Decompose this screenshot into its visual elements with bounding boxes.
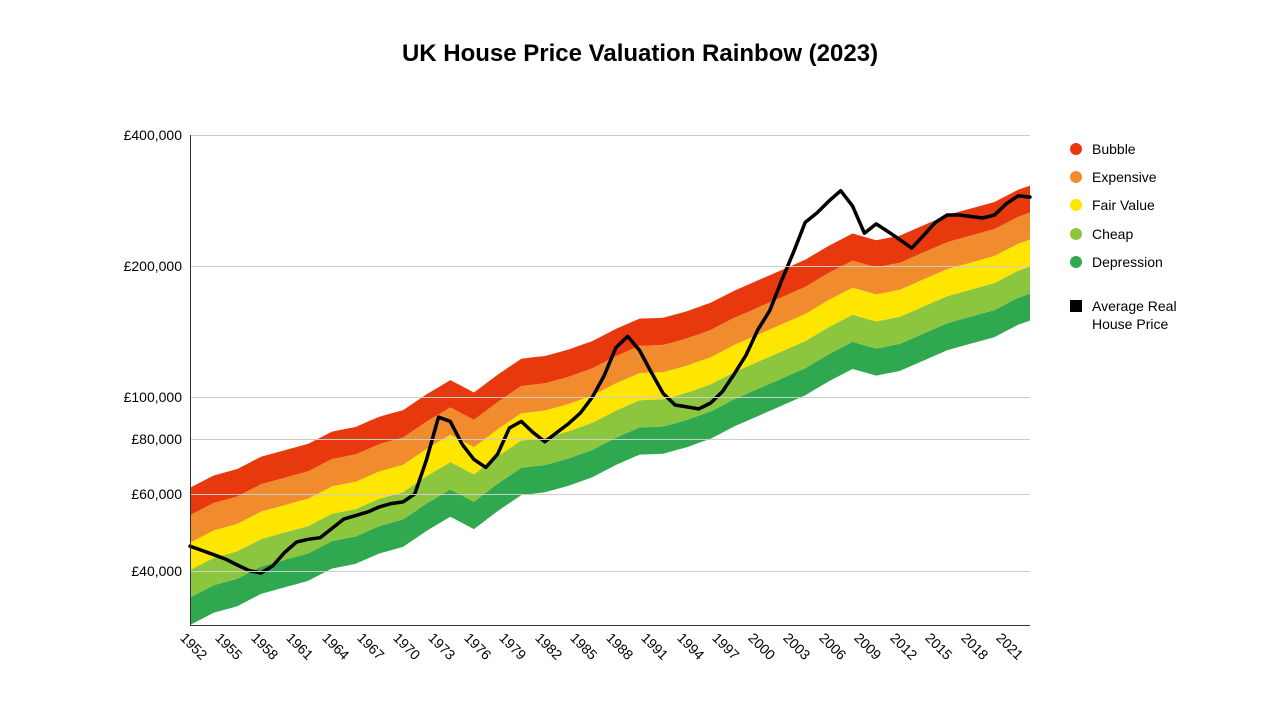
x-tick-label: 1979	[497, 630, 530, 663]
legend-swatch-icon	[1070, 143, 1082, 155]
price-line	[190, 135, 1030, 625]
y-tick-label: £200,000	[124, 258, 182, 274]
x-tick-label: 1976	[461, 630, 494, 663]
x-tick-label: 2021	[994, 630, 1027, 663]
legend-label: Cheap	[1092, 225, 1133, 243]
gridline-y	[190, 571, 1030, 572]
gridline-y	[190, 494, 1030, 495]
x-tick-label: 1958	[248, 630, 281, 663]
gridline-y	[190, 135, 1030, 136]
legend-label: Bubble	[1092, 140, 1136, 158]
y-tick-label: £60,000	[131, 486, 182, 502]
y-axis-line	[190, 135, 191, 625]
x-tick-label: 1988	[603, 630, 636, 663]
plot-area: £40,000£60,000£80,000£100,000£200,000£40…	[190, 135, 1030, 625]
gridline-y	[190, 266, 1030, 267]
legend-swatch-icon	[1070, 228, 1082, 240]
legend-swatch-icon	[1070, 300, 1082, 312]
y-tick-label: £100,000	[124, 389, 182, 405]
x-tick-label: 1970	[390, 630, 423, 663]
legend-label: Average Real House Price	[1092, 297, 1212, 333]
legend-swatch-icon	[1070, 256, 1082, 268]
x-tick-label: 1997	[710, 630, 743, 663]
legend-swatch-icon	[1070, 199, 1082, 211]
legend: Bubble Expensive Fair Value Cheap Depression…	[1070, 140, 1212, 343]
legend-item-expensive: Expensive	[1070, 168, 1212, 186]
legend-spacer	[1070, 281, 1212, 297]
y-tick-label: £40,000	[131, 563, 182, 579]
x-tick-label: 1994	[674, 630, 707, 663]
legend-label: Fair Value	[1092, 196, 1155, 214]
x-tick-label: 1955	[213, 630, 246, 663]
x-tick-label: 1991	[639, 630, 672, 663]
x-tick-label: 2018	[958, 630, 991, 663]
x-tick-label: 2006	[816, 630, 849, 663]
x-tick-label: 1967	[355, 630, 388, 663]
legend-item-bubble: Bubble	[1070, 140, 1212, 158]
x-tick-label: 2009	[852, 630, 885, 663]
x-tick-label: 1961	[284, 630, 317, 663]
x-tick-label: 1982	[532, 630, 565, 663]
x-tick-label: 1973	[426, 630, 459, 663]
x-tick-label: 2015	[923, 630, 956, 663]
legend-item-depression: Depression	[1070, 253, 1212, 271]
x-tick-label: 2012	[887, 630, 920, 663]
legend-item-cheap: Cheap	[1070, 225, 1212, 243]
gridline-y	[190, 439, 1030, 440]
legend-label: Expensive	[1092, 168, 1157, 186]
gridline-y	[190, 397, 1030, 398]
x-tick-label: 1985	[568, 630, 601, 663]
x-tick-label: 2003	[781, 630, 814, 663]
legend-item-fair-value: Fair Value	[1070, 196, 1212, 214]
chart-title: UK House Price Valuation Rainbow (2023)	[0, 40, 1280, 68]
legend-item-price-line: Average Real House Price	[1070, 297, 1212, 333]
x-tick-label: 2000	[745, 630, 778, 663]
price-line-path	[190, 191, 1030, 573]
chart-container: UK House Price Valuation Rainbow (2023) …	[0, 0, 1280, 720]
x-tick-label: 1952	[177, 630, 210, 663]
x-axis-line	[190, 625, 1030, 626]
legend-swatch-icon	[1070, 171, 1082, 183]
y-tick-label: £80,000	[131, 431, 182, 447]
legend-label: Depression	[1092, 253, 1163, 271]
x-tick-label: 1964	[319, 630, 352, 663]
y-tick-label: £400,000	[124, 127, 182, 143]
